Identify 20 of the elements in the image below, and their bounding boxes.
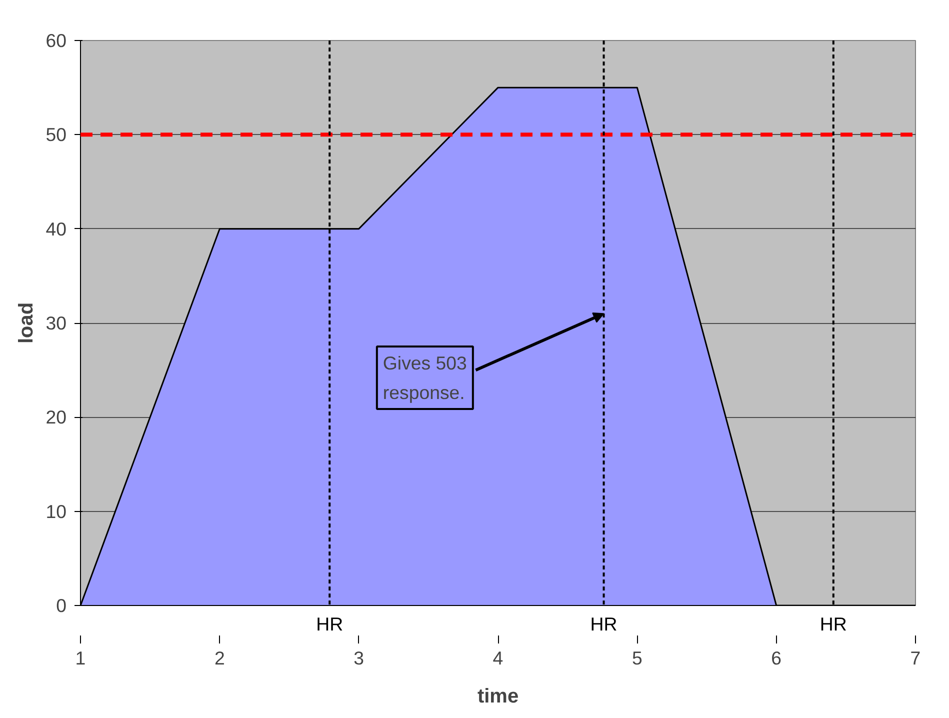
x-tick-label: 2 — [214, 648, 225, 668]
y-tick-label: 50 — [46, 124, 67, 146]
ref-line-label: HR — [820, 614, 847, 634]
y-tick-label: 30 — [46, 312, 67, 334]
ref-line-label: HR — [590, 614, 618, 634]
y-axis-title: load — [16, 302, 38, 344]
x-tick-label: 7 — [910, 648, 921, 668]
y-tick-label: 40 — [46, 218, 67, 240]
x-tick-label: 5 — [632, 648, 642, 668]
y-tick-label: 20 — [46, 406, 67, 428]
x-tick-label: 3 — [354, 648, 364, 668]
ref-line-label: HR — [316, 614, 344, 634]
y-tick-label: 0 — [56, 595, 67, 616]
annotation: Gives 503 response. — [382, 352, 467, 403]
x-tick-label: 4 — [492, 648, 504, 668]
y-tick-label: 60 — [46, 30, 67, 51]
y-tick-label: 10 — [46, 500, 67, 522]
x-tick-label: 1 — [75, 648, 86, 668]
x-axis-title: time — [477, 686, 519, 708]
x-tick-label: 6 — [771, 648, 782, 668]
